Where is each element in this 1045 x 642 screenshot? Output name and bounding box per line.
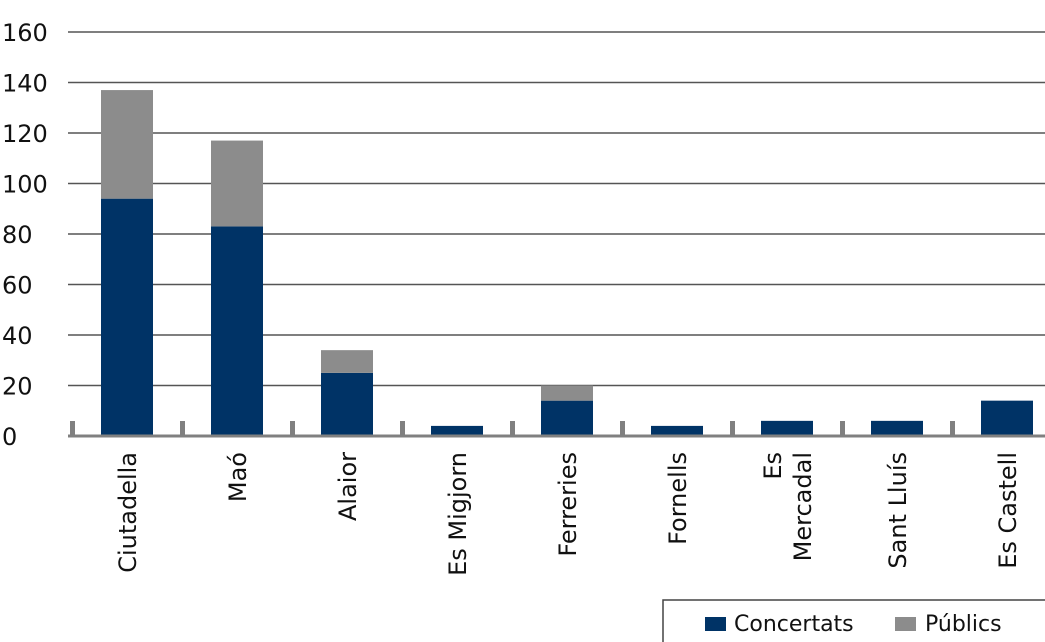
legend-label-publics: Públics	[925, 612, 1002, 637]
x-axis	[68, 421, 1045, 438]
x-axis-tick	[180, 421, 185, 436]
bar-concertats	[981, 400, 1033, 436]
bar-p-blics	[211, 140, 263, 227]
x-axis-tick	[840, 421, 845, 436]
bar-concertats	[761, 420, 813, 436]
y-tick-label: 160	[2, 19, 48, 47]
bar-concertats	[871, 420, 923, 436]
x-axis-tick	[290, 421, 295, 436]
bar-p-blics	[101, 90, 153, 199]
category-label: Mercadal	[789, 452, 817, 561]
bar-p-blics	[321, 350, 373, 373]
category-label: Maó	[224, 452, 252, 502]
bar-concertats	[321, 372, 373, 436]
y-tick-label: 40	[2, 322, 33, 350]
x-axis-tick	[950, 421, 955, 436]
x-axis-tick	[510, 421, 515, 436]
x-axis-tick	[620, 421, 625, 436]
y-tick-labels: 0 20 40 60 80 100 120 140 160	[2, 19, 48, 451]
y-tick-label: 60	[2, 272, 33, 300]
y-tick-label: 0	[2, 423, 17, 451]
legend: Concertats Públics	[662, 599, 1045, 642]
bar-concertats	[431, 425, 483, 436]
y-tick-label: 140	[2, 70, 48, 98]
category-label: Es	[759, 452, 787, 480]
category-labels: Ciutadella Maó Alaior Es Migjorn Ferreries Fo…	[114, 452, 1022, 576]
category-label: Es Migjorn	[444, 452, 472, 576]
category-label: Sant Lluís	[884, 452, 912, 569]
legend-swatch-concertats	[705, 617, 726, 631]
bar-concertats	[101, 198, 153, 436]
bar-p-blics	[541, 385, 593, 401]
category-label: Ferreries	[554, 452, 582, 557]
bar-concertats	[651, 425, 703, 436]
x-axis-tick	[70, 421, 75, 436]
bar-concertats	[211, 226, 263, 436]
y-tick-label: 20	[2, 373, 33, 401]
legend-box	[662, 599, 1045, 642]
y-tick-label: 80	[2, 221, 33, 249]
x-axis-tick	[400, 421, 405, 436]
category-label: Es Castell	[994, 452, 1022, 569]
y-tick-label: 100	[2, 171, 48, 199]
x-axis-tick	[730, 421, 735, 436]
legend-label-concertats: Concertats	[734, 612, 854, 637]
category-label: Alaior	[334, 452, 362, 521]
category-label: Fornells	[664, 452, 692, 545]
bar-concertats	[541, 400, 593, 436]
legend-swatch-publics	[895, 617, 916, 631]
bars	[101, 90, 1033, 436]
category-label: Ciutadella	[114, 452, 142, 573]
y-tick-label: 120	[2, 120, 48, 148]
